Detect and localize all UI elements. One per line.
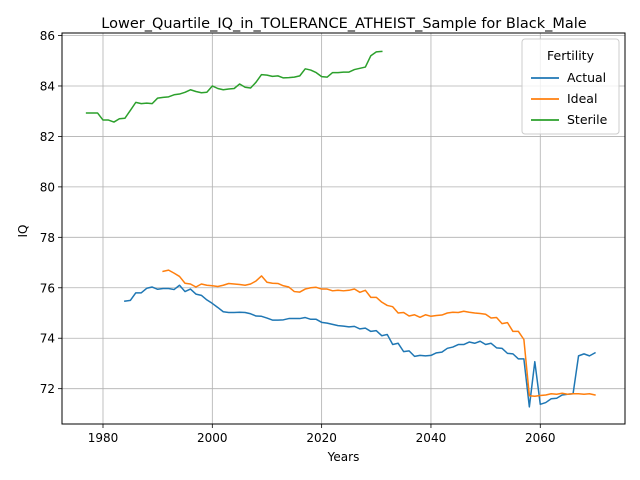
y-tick-label: 86	[40, 29, 55, 43]
chart-title: Lower_Quartile_IQ_in_TOLERANCE_ATHEIST_S…	[101, 16, 586, 32]
y-tick-label: 84	[40, 79, 55, 93]
y-tick-label: 82	[40, 130, 55, 144]
plot-series	[85, 50, 596, 408]
y-tick-label: 80	[40, 180, 55, 194]
legend-box	[521, 38, 620, 135]
x-tick-label: 2000	[197, 431, 228, 445]
y-tick-label: 76	[40, 281, 55, 295]
series-line-actual	[124, 284, 596, 408]
x-tick-label: 1980	[88, 431, 119, 445]
y-tick-label: 72	[40, 382, 55, 396]
y-axis-title: IQ	[16, 225, 30, 238]
legend-title: Fertility	[547, 48, 595, 63]
series-line-ideal	[162, 269, 596, 397]
axis-ticks: 1980 2000 2020 2040 2060 72 74 76 78 80 82 84 86	[40, 29, 556, 445]
x-axis-title: Years	[327, 450, 360, 464]
legend-label-sterile: Sterile	[567, 112, 608, 127]
legend-label-actual: Actual	[567, 70, 606, 85]
y-tick-label: 74	[40, 332, 55, 346]
x-tick-label: 2020	[306, 431, 337, 445]
x-tick-label: 2040	[416, 431, 447, 445]
y-tick-label: 78	[40, 231, 55, 245]
series-line-sterile	[85, 50, 383, 123]
legend: Fertility Actual Ideal Sterile	[521, 38, 620, 135]
legend-label-ideal: Ideal	[567, 91, 597, 106]
x-tick-label: 2060	[525, 431, 556, 445]
plot-area-frame	[61, 32, 626, 425]
